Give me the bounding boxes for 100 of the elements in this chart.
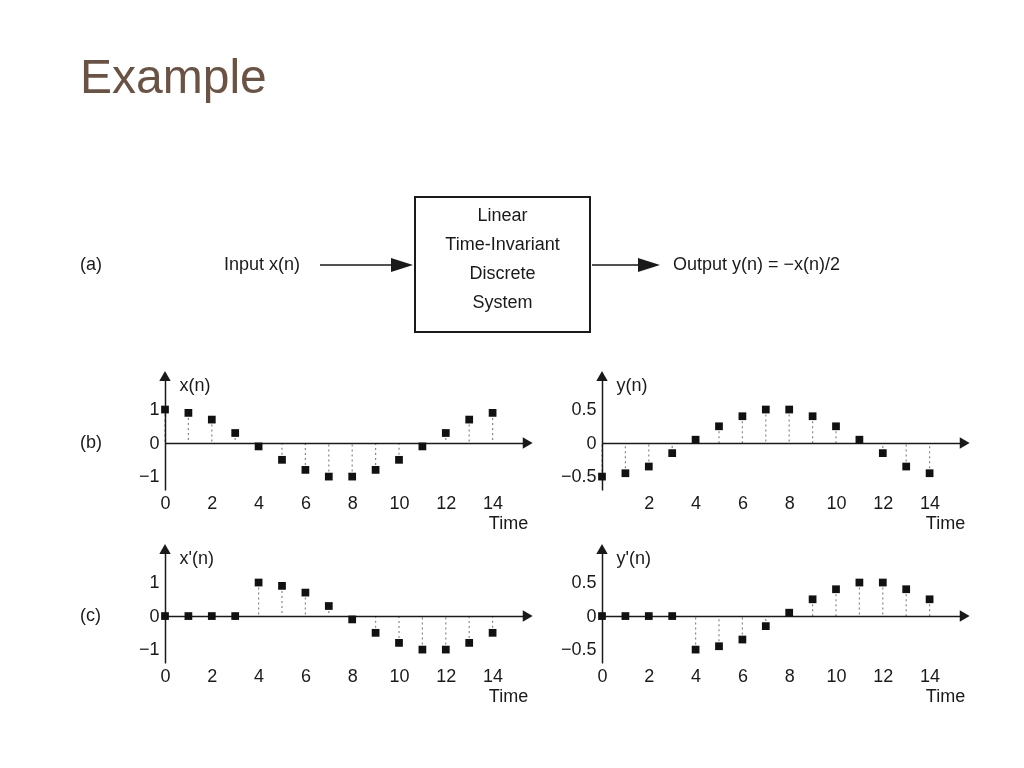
point [488, 628, 497, 637]
x-tick-label: 6 [300, 665, 311, 686]
point [395, 639, 403, 647]
point [278, 582, 286, 590]
point [488, 409, 497, 417]
point [371, 628, 380, 637]
x-tick-label: 4 [254, 492, 265, 513]
point [925, 595, 934, 604]
point [301, 466, 310, 474]
point [207, 612, 216, 620]
point [441, 645, 450, 654]
point [598, 472, 606, 481]
y-tick-label: 1 [149, 572, 160, 593]
y-axis-title: x(n) [179, 374, 211, 395]
point [324, 602, 333, 610]
point [878, 578, 887, 587]
x-tick-label: 2 [207, 492, 218, 513]
x-tick-label: 14 [920, 492, 941, 513]
x-tick-label: 8 [784, 492, 795, 513]
x-tick-label: 14 [483, 492, 504, 513]
text: Output y(n) = −x(n)/2 [673, 254, 841, 274]
x-tick-label: 10 [389, 492, 410, 513]
x-tick-label: 6 [300, 492, 311, 513]
y-tick-label: −1 [138, 466, 160, 487]
x-tick-label: 12 [436, 665, 457, 686]
point [691, 435, 700, 444]
point [808, 412, 817, 421]
y-tick-label: −1 [138, 639, 160, 660]
point [371, 466, 380, 474]
x-tick-label: 8 [784, 665, 795, 686]
point [348, 615, 357, 624]
y-tick-label: 0 [586, 432, 597, 453]
y-axis-title: x'(n) [179, 547, 214, 568]
text: Linear Time-Invariant Discrete System [445, 205, 560, 312]
point [738, 412, 747, 421]
point [808, 595, 817, 604]
text: Input x(n) [223, 254, 300, 274]
text: (b) [80, 432, 102, 453]
x-tick-label: 10 [826, 665, 847, 686]
point [785, 405, 794, 414]
point [644, 462, 653, 471]
point [668, 612, 677, 620]
y-tick-label: 0.5 [571, 572, 597, 593]
x-tick-label: 14 [920, 665, 941, 686]
point [465, 415, 474, 424]
point [668, 449, 677, 457]
x-axis-title: Time [925, 685, 966, 706]
point [902, 585, 911, 594]
point [231, 612, 240, 620]
point [231, 429, 240, 437]
x-axis-title: Time [488, 685, 529, 706]
x-tick-label: 2 [207, 665, 218, 686]
point [855, 435, 864, 444]
y-tick-label: 0 [149, 432, 160, 453]
point [832, 585, 840, 594]
x-tick-label: 10 [389, 665, 410, 686]
y-tick-label: −0.5 [560, 466, 597, 487]
point [324, 472, 333, 481]
x-tick-label: 6 [737, 665, 748, 686]
x-tick-label: 2 [644, 492, 655, 513]
x-axis-title: Time [488, 512, 529, 533]
x-tick-label: 10 [826, 492, 847, 513]
point [925, 469, 934, 478]
y-tick-label: 0.5 [571, 399, 597, 420]
text: (c) [80, 605, 101, 626]
point [184, 612, 193, 620]
point [621, 469, 630, 478]
point [207, 415, 216, 424]
x-tick-label: 2 [644, 665, 655, 686]
point [715, 422, 723, 431]
x-tick-label: 8 [347, 665, 358, 686]
y-tick-label: 0 [586, 605, 597, 626]
text: Example [80, 50, 267, 103]
point [161, 405, 169, 414]
point [348, 472, 357, 481]
x-tick-label: 4 [691, 665, 702, 686]
point [902, 462, 911, 471]
point [761, 405, 770, 414]
x-tick-label: 4 [691, 492, 702, 513]
x-tick-label: 4 [254, 665, 265, 686]
point [644, 612, 653, 620]
x-tick-label: 6 [737, 492, 748, 513]
point [278, 455, 286, 464]
y-tick-label: −0.5 [560, 639, 597, 660]
point [832, 422, 840, 431]
point [441, 429, 450, 437]
point [621, 612, 630, 620]
x-tick-label: 8 [347, 492, 358, 513]
x-axis-title: Time [925, 512, 966, 533]
point [785, 608, 794, 617]
x-tick-label: 12 [873, 665, 894, 686]
text: (a) [80, 254, 102, 274]
point [465, 639, 474, 647]
point [761, 622, 770, 630]
y-tick-label: 1 [149, 399, 160, 420]
point [715, 642, 723, 651]
point [878, 449, 887, 457]
x-tick-label: 12 [873, 492, 894, 513]
y-tick-label: 0 [149, 605, 160, 626]
x-tick-label: 12 [436, 492, 457, 513]
